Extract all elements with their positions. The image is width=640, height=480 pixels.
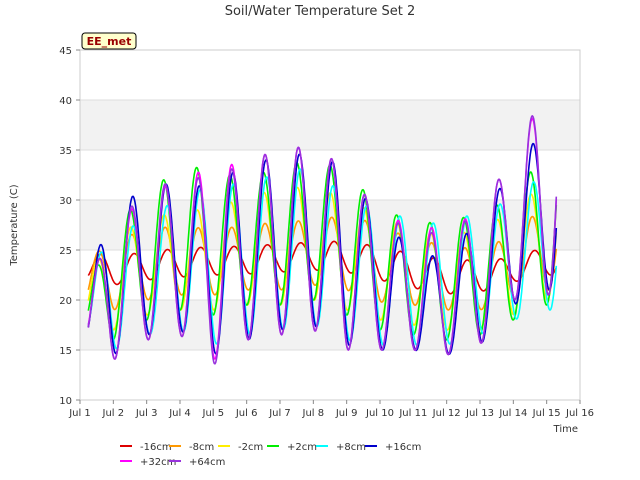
annotation-box: EE_met — [81, 32, 137, 50]
y-tick-label: 40 — [59, 96, 72, 107]
x-tick-label: Jul 14 — [498, 408, 527, 419]
y-tick-label: 25 — [59, 246, 72, 257]
y-axis-ticks: 10 15 20 25 30 35 40 45 — [59, 46, 80, 407]
series-line-+8cm — [87, 168, 558, 350]
legend-label: +32cm — [140, 457, 176, 468]
series-line-+64cm — [87, 115, 558, 365]
x-tick-label: Jul 9 — [335, 408, 358, 419]
x-tick-label: Jul 1 — [68, 408, 91, 419]
x-tick-label: Jul 7 — [268, 408, 291, 419]
y-tick-label: 20 — [59, 296, 72, 307]
grid-bands — [80, 100, 580, 350]
legend-label: -16cm — [140, 442, 172, 453]
x-tick-label: Jul 6 — [235, 408, 258, 419]
y-tick-label: 45 — [59, 46, 72, 57]
y-tick-label: 35 — [59, 146, 72, 157]
x-tick-label: Jul 15 — [532, 408, 561, 419]
x-tick-label: Jul 11 — [398, 408, 427, 419]
x-axis-ticks: Jul 1 Jul 2 Jul 3 Jul 4 Jul 5 Jul 6 Jul 7 Jul 8… — [68, 400, 594, 419]
legend-label: +16cm — [385, 442, 421, 453]
x-tick-label: Jul 10 — [365, 408, 394, 419]
x-tick-label: Jul 8 — [302, 408, 325, 419]
x-tick-label: Jul 2 — [102, 408, 125, 419]
y-axis-label: Temperature (C) — [9, 184, 20, 266]
plot-frame — [79, 49, 581, 401]
x-tick-label: Jul 5 — [202, 408, 225, 419]
annotation-label: EE_met — [87, 35, 132, 48]
grid-band — [80, 100, 580, 150]
x-tick-label: Jul 12 — [432, 408, 461, 419]
legend-label: -2cm — [238, 442, 263, 453]
legend-label: +8cm — [336, 442, 366, 453]
x-tick-label: Jul 3 — [135, 408, 158, 419]
legend-label: +64cm — [189, 457, 225, 468]
legend-label: +2cm — [287, 442, 317, 453]
legend: -16cm -8cm -2cm +2cm +8cm +16cm +32cm +64cm — [120, 442, 421, 468]
x-tick-label: Jul 16 — [565, 408, 594, 419]
x-tick-label: Jul 4 — [168, 408, 191, 419]
chart-title: Soil/Water Temperature Set 2 — [225, 4, 416, 19]
y-tick-label: 15 — [59, 346, 72, 357]
grid-band — [80, 300, 580, 350]
legend-label: -8cm — [189, 442, 214, 453]
y-tick-label: 10 — [59, 396, 72, 407]
series-layer — [87, 115, 558, 365]
x-tick-label: Jul 13 — [465, 408, 494, 419]
x-axis-label: Time — [553, 424, 578, 435]
y-tick-label: 30 — [59, 196, 72, 207]
